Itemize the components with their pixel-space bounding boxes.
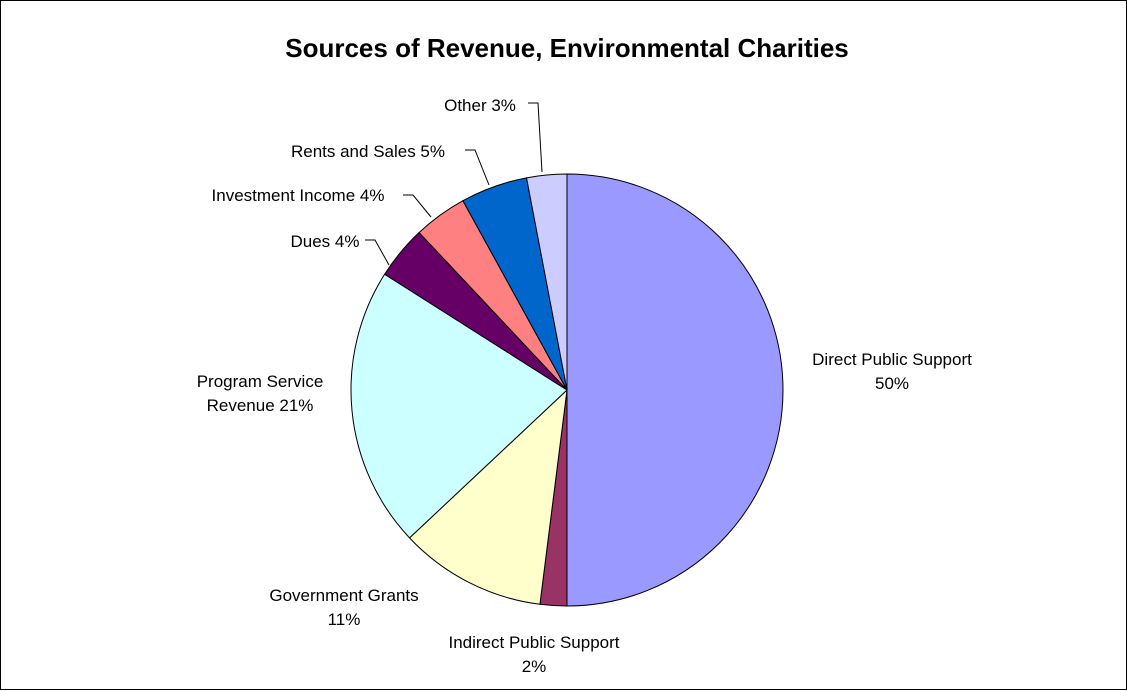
slice-label-line: Dues 4%: [291, 232, 360, 251]
leader-line-dues: [365, 239, 390, 266]
slice-label-line: Direct Public Support: [812, 350, 972, 369]
slice-label-direct: Direct Public Support 50%: [812, 350, 972, 393]
slice-label-line: Government Grants: [269, 586, 418, 605]
slice-label-program: Program Service Revenue 21%: [197, 372, 324, 415]
slice-label-line: 2%: [522, 657, 547, 676]
pie-slice-government: [408, 388, 568, 605]
slice-label-government: Government Grants 11%: [269, 586, 418, 629]
slice-label-investment: Investment Income 4%: [212, 186, 385, 205]
leader-line-other: [528, 102, 543, 173]
slice-label-line: Indirect Public Support: [448, 633, 619, 652]
pie-slice-other: [525, 173, 568, 391]
slice-label-line: Program Service: [197, 372, 324, 391]
chart-title: Sources of Revenue, Environmental Charit…: [285, 33, 849, 63]
slice-label-other: Other 3%: [444, 96, 516, 115]
slice-label-indirect: Indirect Public Support 2%: [448, 633, 619, 676]
leader-line-rents: [465, 149, 490, 186]
slice-label-line: 50%: [875, 374, 909, 393]
leader-line-investment: [403, 194, 432, 218]
slice-label-line: Other 3%: [444, 96, 516, 115]
pie-slice-program: [350, 273, 568, 539]
pie-slice-direct: [566, 173, 784, 607]
slice-label-line: Investment Income 4%: [212, 186, 385, 205]
slice-label-line: Rents and Sales 5%: [291, 142, 445, 161]
slice-label-rents: Rents and Sales 5%: [291, 142, 445, 161]
slice-label-line: 11%: [328, 610, 361, 629]
slice-label-dues: Dues 4%: [291, 232, 360, 251]
slice-label-line: Revenue 21%: [207, 396, 314, 415]
